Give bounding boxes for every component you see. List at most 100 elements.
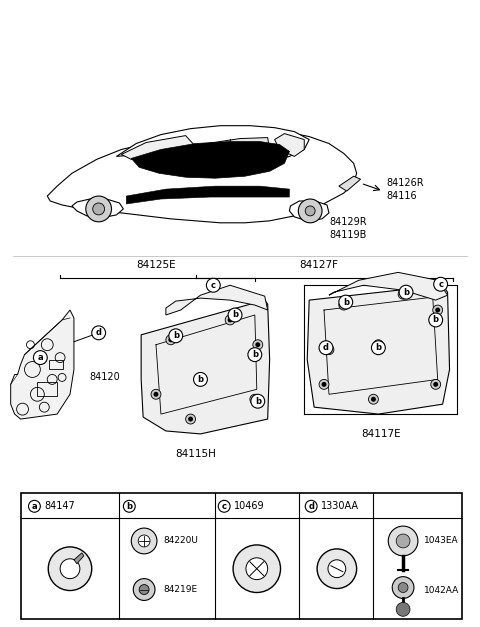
Circle shape xyxy=(399,285,413,299)
Text: 84129R
84119B: 84129R 84119B xyxy=(329,217,367,240)
Text: b: b xyxy=(197,375,204,384)
Circle shape xyxy=(228,317,233,322)
Circle shape xyxy=(319,379,329,389)
Text: d: d xyxy=(96,329,102,337)
Circle shape xyxy=(92,326,106,340)
Circle shape xyxy=(388,526,418,556)
Circle shape xyxy=(339,295,353,309)
Circle shape xyxy=(434,277,447,291)
Text: b: b xyxy=(432,315,439,324)
Circle shape xyxy=(328,560,346,577)
Circle shape xyxy=(138,535,150,547)
Text: a: a xyxy=(32,502,37,511)
Text: 84127F: 84127F xyxy=(300,260,338,270)
Circle shape xyxy=(341,303,346,308)
Circle shape xyxy=(255,342,260,347)
Circle shape xyxy=(298,199,322,223)
Circle shape xyxy=(252,397,257,402)
Text: 1042AA: 1042AA xyxy=(424,586,459,595)
Circle shape xyxy=(188,416,193,421)
Polygon shape xyxy=(126,186,289,204)
Circle shape xyxy=(376,342,381,347)
Circle shape xyxy=(169,329,183,343)
Circle shape xyxy=(401,292,406,297)
Text: b: b xyxy=(126,502,132,511)
Circle shape xyxy=(60,559,80,579)
Bar xyxy=(49,360,63,369)
Polygon shape xyxy=(141,300,270,434)
Text: 84115H: 84115H xyxy=(175,449,216,459)
Text: 1330AA: 1330AA xyxy=(321,501,359,511)
Circle shape xyxy=(139,584,149,594)
Circle shape xyxy=(398,582,408,593)
Circle shape xyxy=(372,340,385,355)
Circle shape xyxy=(93,203,105,215)
Text: 84120: 84120 xyxy=(90,372,120,382)
Circle shape xyxy=(371,397,376,402)
Text: a: a xyxy=(37,353,43,362)
Circle shape xyxy=(324,345,334,355)
Text: b: b xyxy=(252,350,258,359)
Polygon shape xyxy=(117,125,309,164)
Circle shape xyxy=(305,500,317,512)
Polygon shape xyxy=(74,553,84,564)
Circle shape xyxy=(34,350,47,364)
Circle shape xyxy=(396,603,410,616)
Circle shape xyxy=(319,340,333,355)
Polygon shape xyxy=(47,130,357,223)
Bar xyxy=(37,382,57,396)
Text: 84147: 84147 xyxy=(44,501,75,511)
Circle shape xyxy=(305,206,315,216)
Text: c: c xyxy=(211,281,216,290)
Text: d: d xyxy=(323,343,329,352)
Circle shape xyxy=(322,382,326,387)
Circle shape xyxy=(86,196,111,222)
Polygon shape xyxy=(11,310,74,419)
Polygon shape xyxy=(121,135,195,159)
Circle shape xyxy=(154,392,158,397)
Circle shape xyxy=(433,305,443,315)
Circle shape xyxy=(396,534,410,548)
Text: 84220U: 84220U xyxy=(163,537,198,545)
Polygon shape xyxy=(289,201,329,221)
Circle shape xyxy=(48,547,92,591)
Polygon shape xyxy=(166,285,268,315)
Circle shape xyxy=(339,300,349,310)
Circle shape xyxy=(433,382,438,387)
Circle shape xyxy=(246,558,268,579)
Text: b: b xyxy=(403,288,409,297)
Text: 84219E: 84219E xyxy=(163,585,197,594)
Text: b: b xyxy=(173,331,179,340)
Polygon shape xyxy=(307,285,450,414)
Text: 1043EA: 1043EA xyxy=(424,537,458,545)
Circle shape xyxy=(429,313,443,327)
Circle shape xyxy=(131,528,157,554)
Circle shape xyxy=(206,278,220,292)
Circle shape xyxy=(251,394,264,408)
Circle shape xyxy=(248,348,262,362)
Text: c: c xyxy=(222,502,227,511)
Circle shape xyxy=(123,500,135,512)
Circle shape xyxy=(431,379,441,389)
Polygon shape xyxy=(339,176,360,191)
Bar xyxy=(21,493,462,619)
Circle shape xyxy=(398,289,408,299)
Circle shape xyxy=(435,308,440,312)
Circle shape xyxy=(369,394,378,404)
Polygon shape xyxy=(199,137,270,159)
Text: 84125E: 84125E xyxy=(136,260,176,270)
Text: 84126R
84116: 84126R 84116 xyxy=(386,177,424,201)
Circle shape xyxy=(233,545,280,593)
Text: b: b xyxy=(343,298,349,307)
Circle shape xyxy=(151,389,161,399)
Polygon shape xyxy=(275,134,304,156)
Text: 84117E: 84117E xyxy=(361,429,401,439)
Circle shape xyxy=(392,577,414,598)
Polygon shape xyxy=(72,199,123,218)
Polygon shape xyxy=(329,272,447,300)
Polygon shape xyxy=(131,142,289,178)
Text: b: b xyxy=(232,310,238,320)
Circle shape xyxy=(218,500,230,512)
Circle shape xyxy=(317,549,357,589)
Text: c: c xyxy=(438,280,443,289)
